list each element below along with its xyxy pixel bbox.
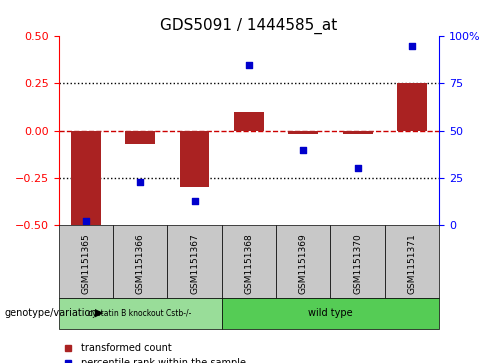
Text: GSM1151365: GSM1151365 bbox=[81, 233, 90, 294]
Text: GSM1151371: GSM1151371 bbox=[407, 233, 417, 294]
Bar bbox=[113, 225, 167, 298]
Text: GSM1151370: GSM1151370 bbox=[353, 233, 362, 294]
Bar bbox=[330, 225, 385, 298]
Point bbox=[82, 219, 90, 224]
Bar bbox=[397, 83, 427, 131]
Text: GSM1151366: GSM1151366 bbox=[136, 233, 144, 294]
Text: wild type: wild type bbox=[308, 308, 353, 318]
Bar bbox=[276, 225, 330, 298]
Bar bbox=[385, 225, 439, 298]
Point bbox=[191, 197, 199, 203]
Point bbox=[354, 166, 362, 171]
Text: percentile rank within the sample: percentile rank within the sample bbox=[81, 358, 245, 363]
Bar bbox=[288, 131, 318, 134]
Bar bbox=[167, 225, 222, 298]
Bar bbox=[180, 131, 209, 187]
Bar bbox=[59, 298, 222, 329]
Text: transformed count: transformed count bbox=[81, 343, 171, 354]
Bar bbox=[222, 298, 439, 329]
Bar bbox=[59, 225, 113, 298]
Text: cystatin B knockout Cstb-/-: cystatin B knockout Cstb-/- bbox=[88, 309, 192, 318]
Bar bbox=[71, 131, 101, 225]
Text: genotype/variation: genotype/variation bbox=[5, 308, 98, 318]
Text: GSM1151367: GSM1151367 bbox=[190, 233, 199, 294]
Text: GSM1151369: GSM1151369 bbox=[299, 233, 308, 294]
Point bbox=[245, 62, 253, 68]
Text: GSM1151368: GSM1151368 bbox=[244, 233, 253, 294]
Point bbox=[299, 147, 307, 152]
Point bbox=[408, 43, 416, 49]
Bar bbox=[343, 131, 373, 134]
Bar bbox=[222, 225, 276, 298]
Bar bbox=[234, 112, 264, 131]
Bar bbox=[125, 131, 155, 144]
Text: ▶: ▶ bbox=[95, 308, 103, 318]
Title: GDS5091 / 1444585_at: GDS5091 / 1444585_at bbox=[160, 17, 338, 33]
Point bbox=[136, 179, 144, 184]
